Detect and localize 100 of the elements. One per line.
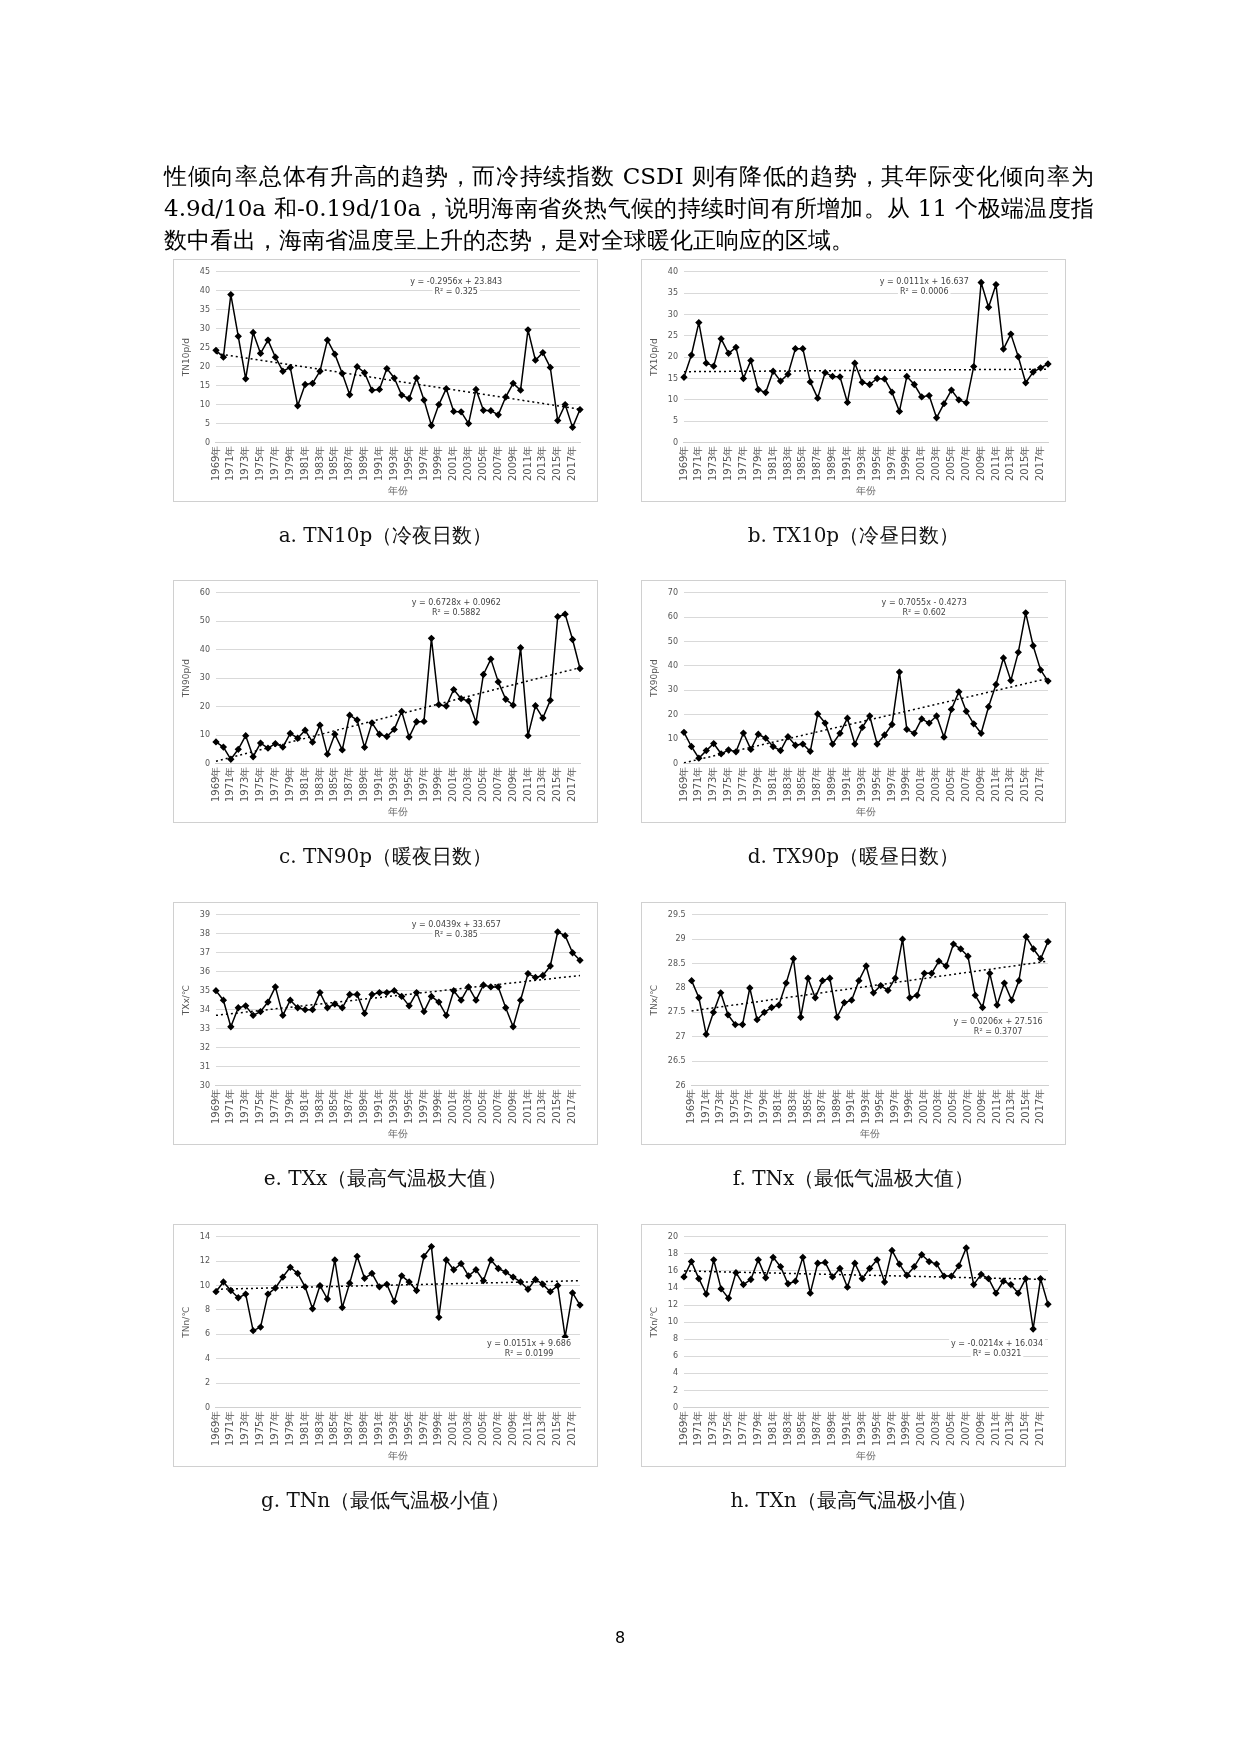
y-tick-label: 26.5 — [667, 1056, 686, 1066]
point — [420, 396, 428, 404]
x-tick-label: 1975年 — [722, 1410, 734, 1446]
x-tick-label: 1969年 — [209, 1410, 221, 1446]
point — [346, 711, 354, 719]
x-tick-label: 2015年 — [1019, 1410, 1031, 1446]
point — [680, 728, 688, 736]
point — [309, 380, 316, 387]
point — [702, 359, 710, 367]
text: 性倾向率总体有升高的趋势，而冷持续指数 CSDI 则有降低的趋势，其年际变化倾向率为 4.9d/10a 和-0.19d/10a，说明海南省炎热气候的持续时间有所增加。从 11 个极端温度指数中看出，海南省温度呈上升的态势，是对全球暖化正响应的区域。 — [164, 162, 1094, 255]
y-tick-label: 37 — [199, 947, 210, 957]
point — [509, 1023, 517, 1031]
point — [769, 743, 777, 750]
x-tick-label: 1973年 — [707, 445, 719, 481]
point — [821, 369, 829, 376]
point — [906, 994, 914, 1002]
x-tick-label: 1969年 — [677, 766, 689, 802]
point — [524, 970, 532, 977]
y-tick-label: 34 — [199, 1004, 210, 1014]
point — [524, 326, 532, 334]
y-tick-label: 0 — [204, 1402, 210, 1412]
x-tick-label: 1969年 — [685, 1088, 697, 1124]
point — [220, 1278, 227, 1286]
point — [279, 1012, 287, 1019]
point — [910, 1263, 918, 1271]
x-tick-label: 1977年 — [737, 766, 749, 802]
point — [725, 349, 732, 357]
x-tick-label: 1983年 — [787, 1088, 799, 1124]
point — [702, 1030, 710, 1038]
point — [881, 731, 888, 739]
y-tick-label: 30 — [199, 673, 210, 683]
point — [249, 1327, 257, 1335]
x-tick-label: 2015年 — [551, 1410, 563, 1446]
point — [457, 996, 465, 1004]
point — [450, 1266, 458, 1274]
y-tick-label: 20 — [667, 352, 678, 362]
point — [688, 743, 695, 750]
point — [910, 381, 918, 388]
annotation: R² = 0.0006 — [899, 286, 949, 296]
y-tick-label: 31 — [199, 1061, 210, 1071]
annotation: R² = 0.602 — [902, 607, 946, 617]
x-tick-label: 2005年 — [945, 445, 957, 481]
point — [962, 1244, 970, 1252]
y-tick-label: 35 — [667, 288, 678, 298]
x-tick-label: 1969年 — [209, 766, 221, 802]
y-axis-title: TXn/℃ — [648, 1306, 659, 1339]
point — [799, 1253, 807, 1261]
point — [346, 1279, 354, 1287]
point — [925, 1258, 933, 1265]
point — [264, 1290, 272, 1298]
point — [1022, 933, 1030, 941]
x-tick-label: 1987年 — [811, 1410, 823, 1446]
point — [316, 1282, 324, 1289]
x-tick-label: 1997年 — [417, 766, 429, 802]
point — [977, 1271, 985, 1278]
point — [985, 1275, 992, 1282]
point — [762, 1274, 770, 1282]
x-tick-label: 1995年 — [402, 1410, 414, 1446]
x-tick-label: 1975年 — [728, 1088, 740, 1124]
y-tick-label: 30 — [667, 309, 678, 319]
x-tick-label: 1993年 — [859, 1088, 871, 1124]
point — [509, 380, 517, 387]
point — [301, 1283, 309, 1291]
x-tick-label: 1979年 — [751, 1410, 763, 1446]
y-tick-label: 16 — [667, 1266, 678, 1276]
x-tick-label: 2007年 — [959, 445, 971, 481]
x-tick-label: 2003年 — [930, 1410, 942, 1446]
annotation: R² = 0.325 — [434, 286, 478, 296]
point — [844, 714, 851, 722]
point — [390, 987, 398, 995]
y-tick-label: 60 — [199, 587, 210, 597]
point — [866, 381, 874, 388]
y-axis-title: TXx/℃ — [180, 985, 191, 1017]
text: d. TX90p（暖昼日数） — [746, 843, 961, 870]
y-tick-label: 10 — [199, 399, 210, 409]
point — [740, 1281, 747, 1288]
x-axis-title: 年份 — [387, 1449, 408, 1461]
point — [368, 1270, 376, 1277]
point — [933, 414, 940, 422]
x-tick-label: 2007年 — [491, 766, 503, 802]
point — [903, 373, 911, 380]
x-tick-label: 1977年 — [269, 445, 281, 481]
point — [324, 336, 331, 344]
x-tick-label: 2005年 — [945, 766, 957, 802]
point — [294, 402, 302, 410]
point — [576, 956, 584, 964]
point — [821, 719, 829, 727]
point — [346, 991, 354, 998]
point — [921, 969, 928, 977]
y-tick-label: 25 — [199, 342, 210, 352]
point — [1014, 353, 1022, 361]
y-tick-label: 30 — [199, 1080, 210, 1090]
point — [368, 386, 376, 394]
x-tick-label: 2013年 — [1004, 766, 1016, 802]
point — [695, 754, 703, 762]
x-tick-label: 1977年 — [269, 766, 281, 802]
point — [964, 952, 972, 960]
point — [1029, 368, 1037, 376]
point — [264, 998, 272, 1006]
point — [754, 386, 762, 393]
